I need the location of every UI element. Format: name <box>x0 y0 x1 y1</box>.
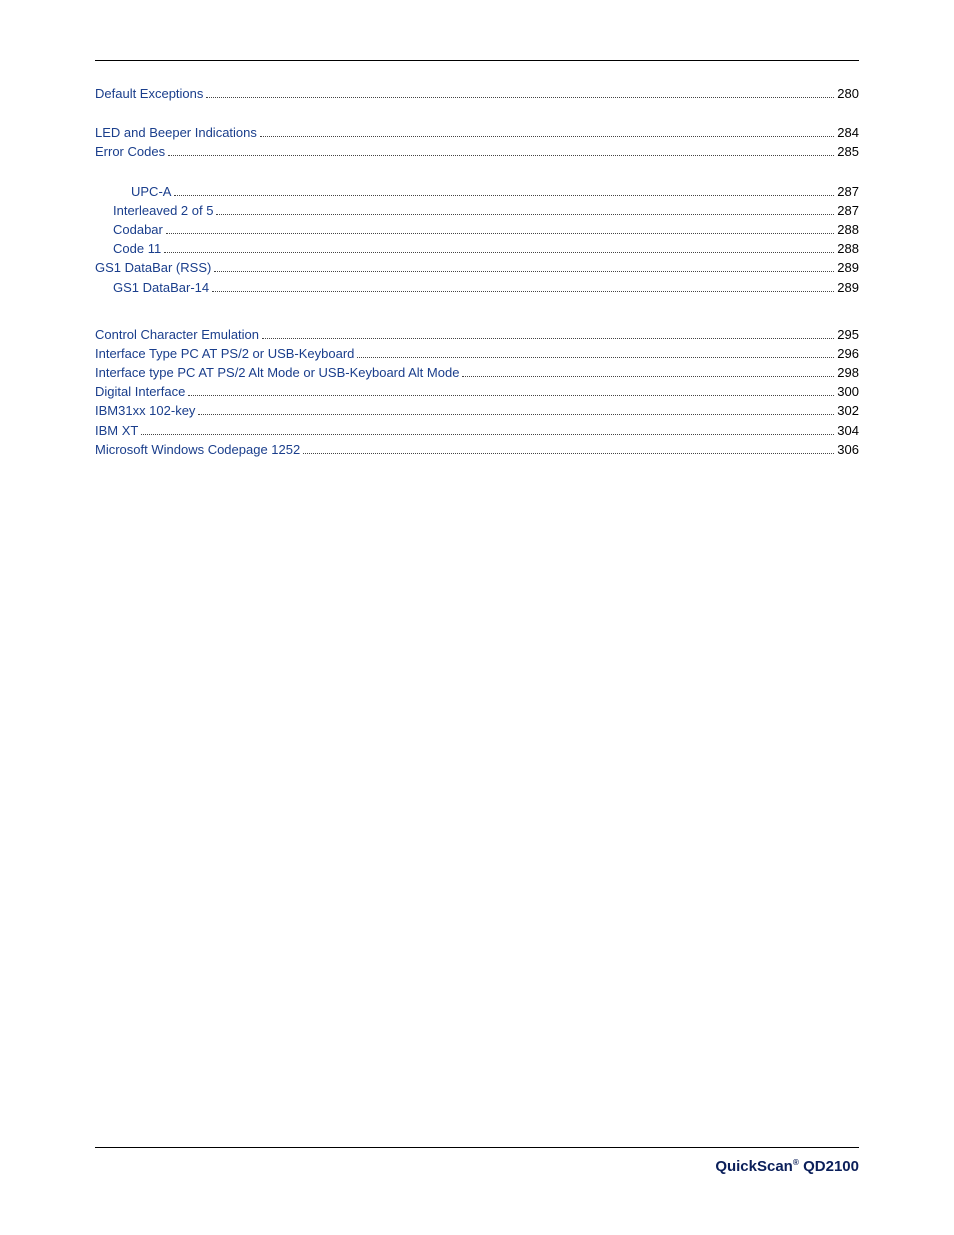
toc-entry: Interface Type PC AT PS/2 or USB-Keyboar… <box>95 345 859 363</box>
top-horizontal-rule <box>95 60 859 61</box>
toc-entry-page-number: 287 <box>837 202 859 220</box>
toc-leader-dots <box>164 244 834 253</box>
toc-entry-title[interactable]: GS1 DataBar (RSS) <box>95 259 211 277</box>
toc-entry-page-number: 302 <box>837 402 859 420</box>
toc-entry-title[interactable]: Code 11 <box>113 240 161 258</box>
footer-horizontal-rule <box>95 1147 859 1148</box>
toc-entry-title[interactable]: IBM XT <box>95 422 138 440</box>
toc-entry-page-number: 304 <box>837 422 859 440</box>
toc-entry: GS1 DataBar-14 289 <box>95 279 859 297</box>
toc-entry: Codabar 288 <box>95 221 859 239</box>
toc-leader-dots <box>303 445 834 454</box>
toc-entry-title[interactable]: GS1 DataBar-14 <box>113 279 209 297</box>
toc-leader-dots <box>462 368 834 377</box>
toc-entry-title[interactable]: Interface type PC AT PS/2 Alt Mode or US… <box>95 364 459 382</box>
toc-leader-dots <box>141 426 834 435</box>
toc-entry: Microsoft Windows Codepage 1252 306 <box>95 441 859 459</box>
toc-entry-page-number: 288 <box>837 221 859 239</box>
toc-entry: IBM31xx 102-key 302 <box>95 402 859 420</box>
toc-entry-title[interactable]: LED and Beeper Indications <box>95 124 257 142</box>
toc-entry-title[interactable]: UPC-A <box>131 183 171 201</box>
toc-entry-title[interactable]: IBM31xx 102-key <box>95 402 195 420</box>
toc-entry-title[interactable]: Digital Interface <box>95 383 185 401</box>
toc-entry-page-number: 300 <box>837 383 859 401</box>
toc-leader-dots <box>262 330 834 339</box>
page-footer: QuickScan® QD2100 <box>95 1147 859 1175</box>
footer-product-name: QuickScan® QD2100 <box>95 1158 859 1175</box>
toc-entry: Control Character Emulation 295 <box>95 326 859 344</box>
toc-leader-dots <box>174 186 834 195</box>
toc-entry-title[interactable]: Error Codes <box>95 143 165 161</box>
footer-brand: QuickScan <box>715 1158 793 1175</box>
toc-entry-page-number: 287 <box>837 183 859 201</box>
toc-entry-page-number: 288 <box>837 240 859 258</box>
toc-entry-page-number: 306 <box>837 441 859 459</box>
toc-entry-page-number: 289 <box>837 279 859 297</box>
toc-entry: Digital Interface 300 <box>95 383 859 401</box>
toc-entry-title[interactable]: Microsoft Windows Codepage 1252 <box>95 441 300 459</box>
toc-entry-page-number: 285 <box>837 143 859 161</box>
toc-entry-title[interactable]: Control Character Emulation <box>95 326 259 344</box>
toc-section-gap <box>95 104 859 124</box>
toc-leader-dots <box>206 89 834 98</box>
toc-entry: UPC-A 287 <box>95 183 859 201</box>
toc-entry-page-number: 289 <box>837 259 859 277</box>
toc-leader-dots <box>260 128 834 137</box>
toc-entry-title[interactable]: Interleaved 2 of 5 <box>113 202 213 220</box>
toc-entry-title[interactable]: Interface Type PC AT PS/2 or USB-Keyboar… <box>95 345 354 363</box>
toc-leader-dots <box>168 147 834 156</box>
toc-leader-dots <box>214 263 834 272</box>
toc-entry: Code 11 288 <box>95 240 859 258</box>
toc-section-gap <box>95 163 859 183</box>
toc-section-gap <box>95 298 859 326</box>
toc-entry: GS1 DataBar (RSS) 289 <box>95 259 859 277</box>
toc-entry: Default Exceptions 280 <box>95 85 859 103</box>
toc-entry-page-number: 280 <box>837 85 859 103</box>
page-container: Default Exceptions 280 LED and Beeper Indi… <box>0 0 954 1235</box>
toc-entry: LED and Beeper Indications 284 <box>95 124 859 142</box>
toc-entry: Interface type PC AT PS/2 Alt Mode or US… <box>95 364 859 382</box>
toc-entry-page-number: 296 <box>837 345 859 363</box>
toc-leader-dots <box>216 206 834 215</box>
toc-leader-dots <box>198 406 834 415</box>
toc-leader-dots <box>166 225 834 234</box>
toc-entry: Interleaved 2 of 5 287 <box>95 202 859 220</box>
toc-entry-title[interactable]: Codabar <box>113 221 163 239</box>
footer-model: QD2100 <box>799 1158 859 1175</box>
toc-entry-page-number: 284 <box>837 124 859 142</box>
toc-leader-dots <box>188 387 834 396</box>
toc-entry: IBM XT 304 <box>95 422 859 440</box>
toc-leader-dots <box>212 282 834 291</box>
toc-leader-dots <box>357 349 834 358</box>
toc-entry-page-number: 295 <box>837 326 859 344</box>
toc-entry: Error Codes 285 <box>95 143 859 161</box>
table-of-contents: Default Exceptions 280 LED and Beeper Indi… <box>95 85 859 459</box>
toc-entry-title[interactable]: Default Exceptions <box>95 85 203 103</box>
toc-entry-page-number: 298 <box>837 364 859 382</box>
